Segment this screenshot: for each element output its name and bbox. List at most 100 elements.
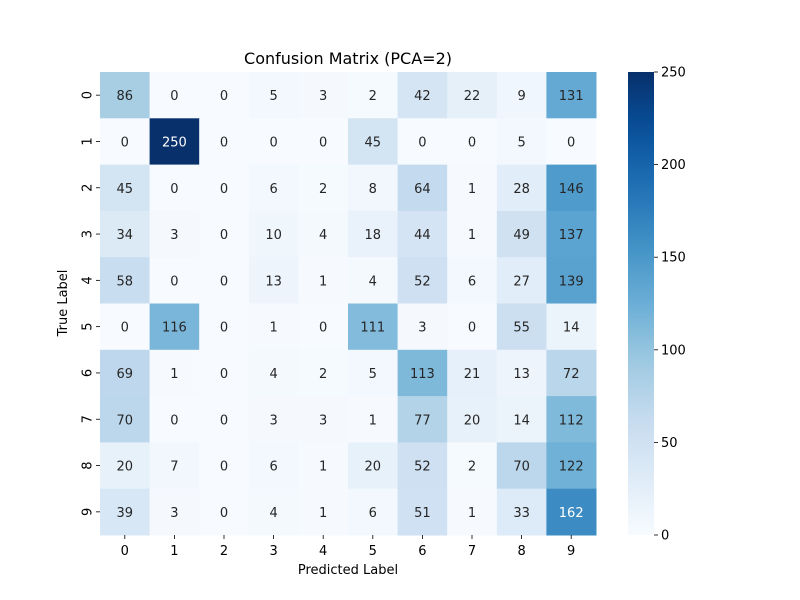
cell-value-label: 250 [162, 135, 187, 150]
cell-value-label: 5 [369, 367, 377, 382]
heatmap-cell [149, 164, 200, 212]
cell-value-label: 2 [319, 182, 327, 197]
cell-value-label: 0 [220, 182, 228, 197]
y-tick-label: 6 [81, 369, 96, 377]
y-tick-label: 2 [81, 184, 96, 192]
cell-value-label: 4 [269, 506, 277, 521]
cell-value-label: 113 [410, 367, 435, 382]
heatmap-cell [348, 303, 399, 351]
heatmap-cell [199, 210, 250, 258]
heatmap-cell [199, 164, 250, 212]
cell-value-label: 3 [418, 321, 426, 336]
cell-value-label: 13 [513, 367, 530, 382]
heatmap-cell [149, 72, 200, 119]
cell-value-label: 70 [117, 413, 134, 428]
heatmap-cell [447, 72, 498, 119]
colorbar-tick-label: 50 [661, 436, 678, 451]
heatmap-cell [149, 118, 200, 166]
heatmap-cell [100, 442, 151, 490]
heatmap-cell [397, 396, 448, 443]
cell-value-label: 45 [117, 182, 134, 197]
cell-value-label: 70 [513, 460, 530, 475]
cell-value-label: 0 [170, 89, 178, 104]
heatmap-cell [546, 118, 597, 166]
heatmap-cell [496, 442, 547, 490]
cell-value-label: 0 [220, 274, 228, 289]
cell-value-label: 0 [220, 367, 228, 382]
x-axis-ticks: 0 1 2 3 4 5 6 7 8 9 [121, 535, 575, 559]
heatmap-cell [496, 396, 547, 443]
heatmap-cell [546, 442, 597, 490]
cell-value-label: 112 [559, 413, 584, 428]
heatmap-cell [546, 303, 597, 351]
x-tick-label: 2 [220, 544, 228, 559]
cell-value-label: 45 [365, 135, 382, 150]
heatmap-cell [248, 488, 299, 536]
cell-value-label: 1 [170, 367, 178, 382]
cell-value-label: 52 [414, 460, 431, 475]
x-tick-label: 8 [517, 544, 525, 559]
y-tick-label: 0 [81, 91, 96, 99]
cell-value-label: 0 [170, 182, 178, 197]
cell-value-label: 3 [319, 89, 327, 104]
cell-value-label: 0 [220, 506, 228, 521]
cell-value-label: 51 [414, 506, 431, 521]
heatmap-cell [298, 72, 349, 119]
heatmap-cell [298, 488, 349, 536]
heatmap-cell [199, 257, 250, 304]
cell-value-label: 0 [121, 135, 129, 150]
cell-value-label: 137 [559, 228, 584, 243]
cell-value-label: 5 [517, 135, 525, 150]
heatmap-cell [447, 442, 498, 490]
heatmap-cell [546, 257, 597, 304]
cell-value-label: 0 [269, 135, 277, 150]
heatmap-cell [199, 72, 250, 119]
heatmap-cell [447, 303, 498, 351]
heatmap-cell [496, 349, 547, 397]
heatmap-cell [447, 257, 498, 304]
heatmap-cells [100, 72, 597, 536]
cell-value-label: 1 [468, 182, 476, 197]
cell-value-label: 20 [117, 460, 134, 475]
heatmap-cell [199, 488, 250, 536]
cell-value-label: 28 [513, 182, 530, 197]
x-tick-label: 0 [121, 544, 129, 559]
heatmap-cell [348, 488, 399, 536]
heatmap-cell [397, 349, 448, 397]
heatmap-cell [248, 118, 299, 166]
heatmap-cell [546, 164, 597, 212]
cell-value-label: 6 [269, 460, 277, 475]
cell-value-label: 34 [117, 228, 134, 243]
cell-value-label: 0 [220, 460, 228, 475]
cell-value-label: 3 [170, 228, 178, 243]
heatmap-cell [199, 303, 250, 351]
cell-value-label: 1 [319, 506, 327, 521]
cell-value-label: 162 [559, 506, 584, 521]
cell-value-label: 21 [464, 367, 481, 382]
heatmap-cell [348, 164, 399, 212]
y-axis-ticks: 0 1 2 3 4 5 6 7 8 9 [81, 91, 100, 516]
chart-title: Confusion Matrix (PCA=2) [244, 49, 452, 68]
cell-value-label: 111 [360, 321, 385, 336]
heatmap-cell [100, 349, 151, 397]
heatmap-cell [298, 396, 349, 443]
heatmap-cell [149, 210, 200, 258]
heatmap-cell [397, 210, 448, 258]
cell-value-label: 139 [559, 274, 584, 289]
cell-value-label: 0 [220, 228, 228, 243]
heatmap-cell [348, 210, 399, 258]
cell-value-label: 22 [464, 89, 481, 104]
heatmap-cell [298, 164, 349, 212]
cell-value-label: 122 [559, 460, 584, 475]
x-tick-label: 4 [319, 544, 327, 559]
heatmap-cell [496, 118, 547, 166]
heatmap-cell [397, 488, 448, 536]
cell-value-label: 6 [269, 182, 277, 197]
y-tick-label: 7 [81, 415, 96, 423]
heatmap-cell [397, 118, 448, 166]
heatmap-cell [348, 396, 399, 443]
y-axis-label: True Label [56, 270, 71, 338]
cell-value-label: 52 [414, 274, 431, 289]
